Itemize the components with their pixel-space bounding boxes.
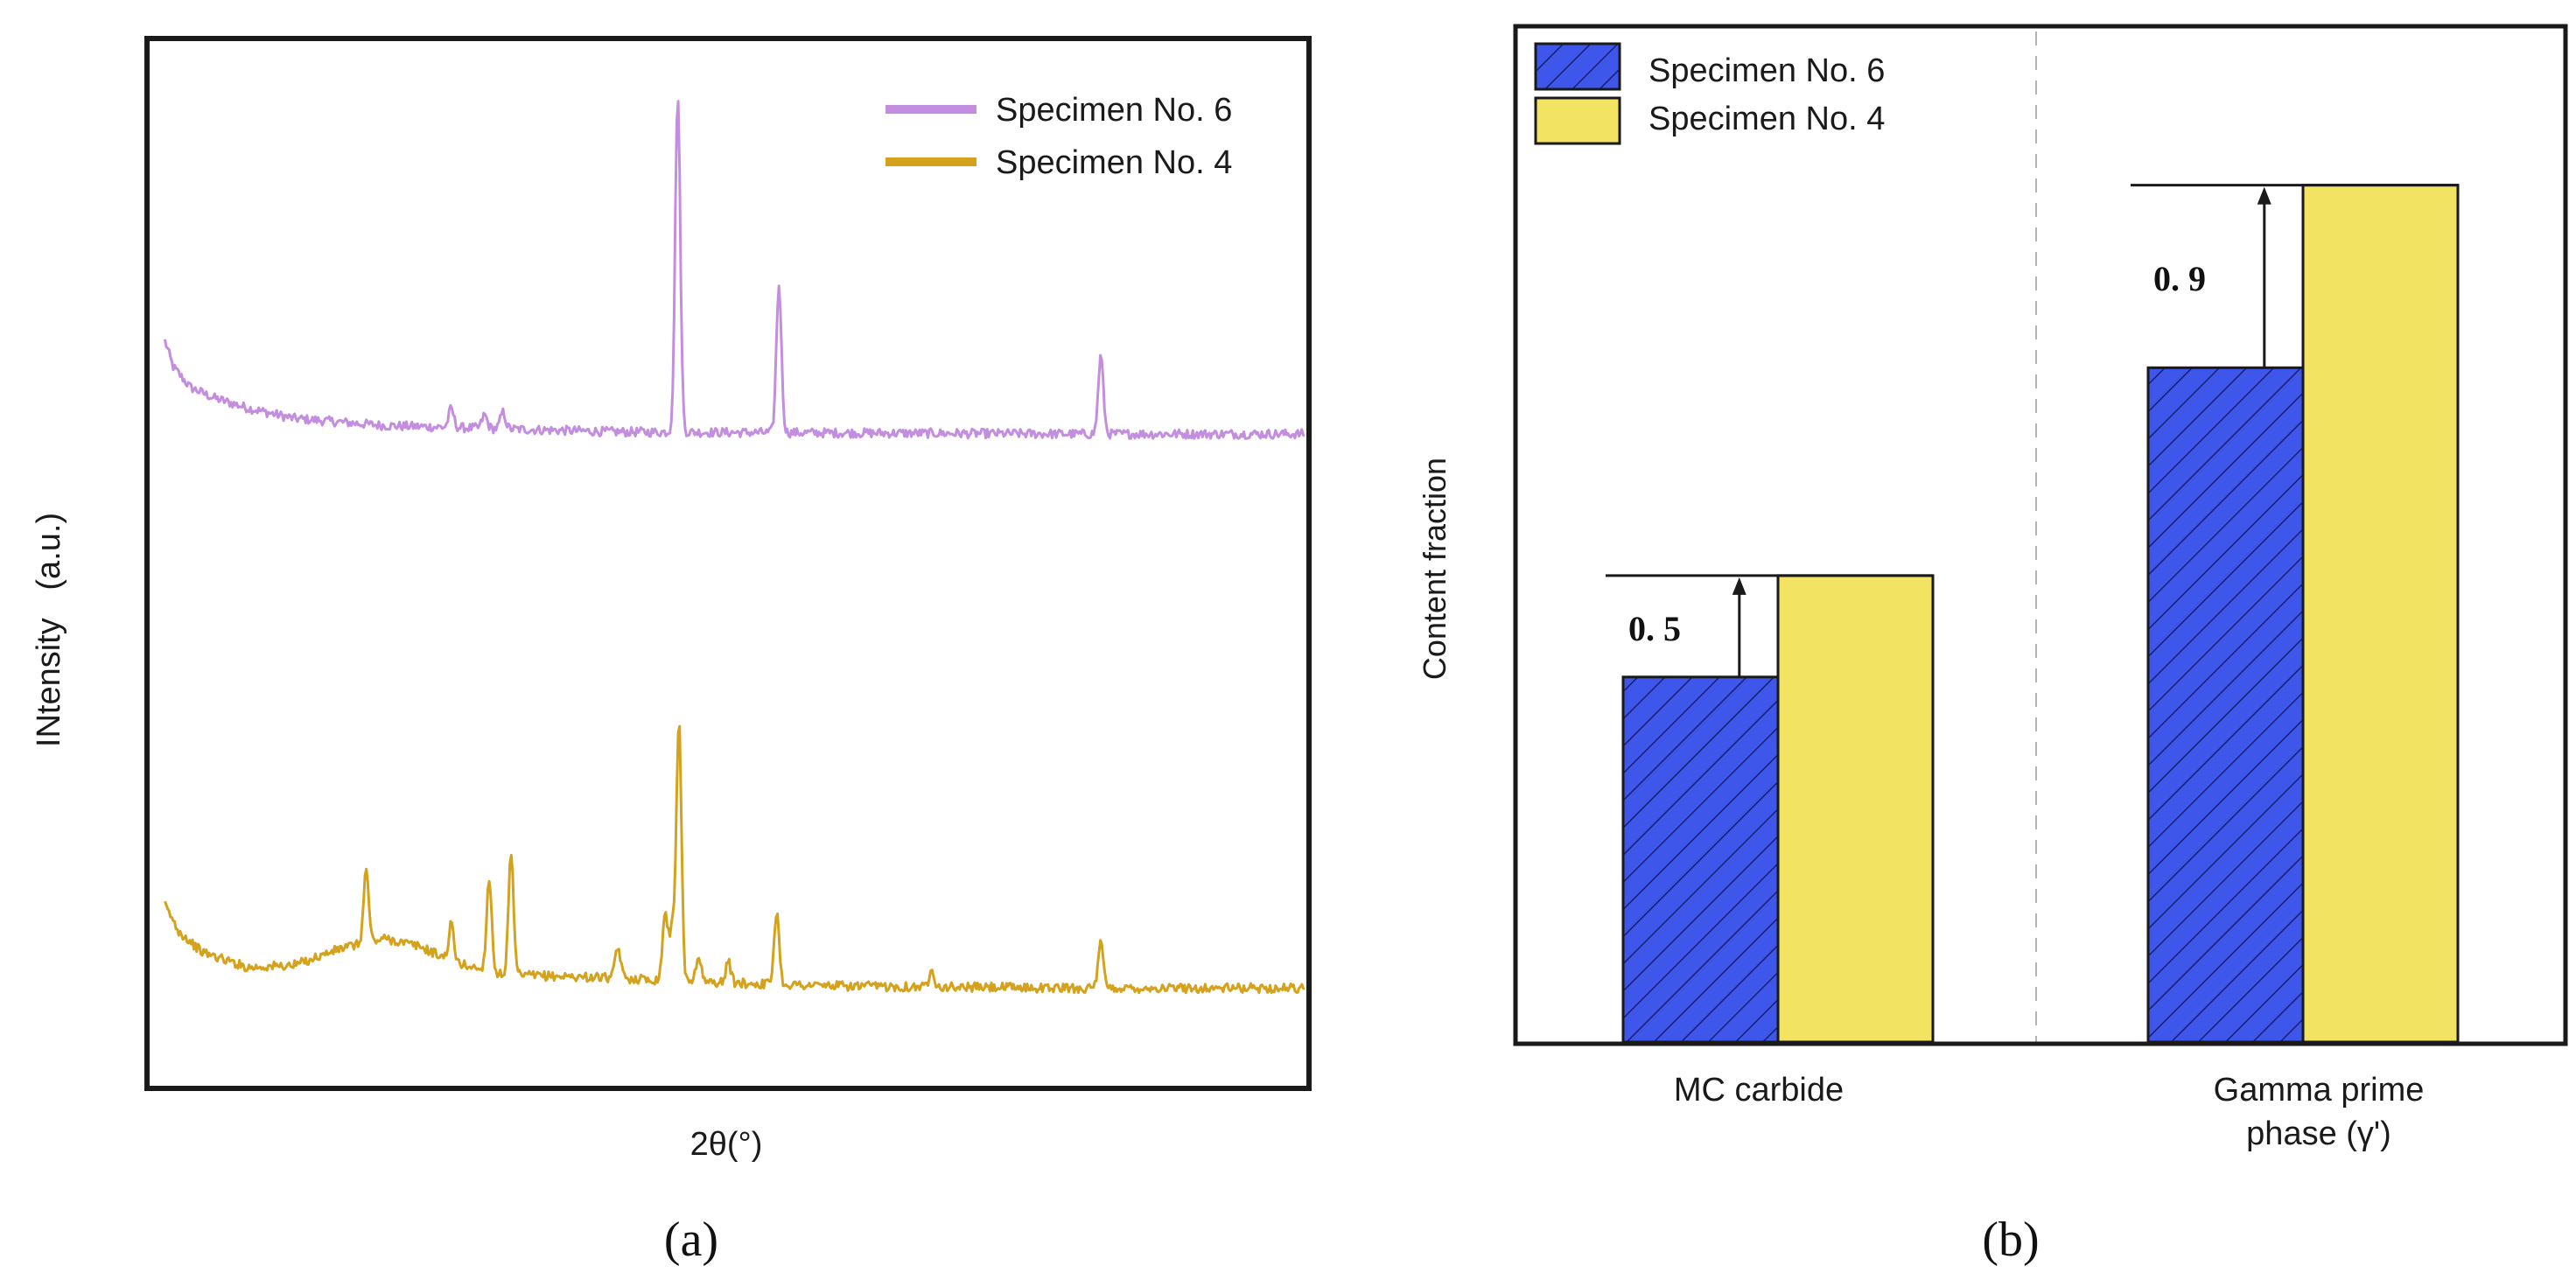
panel-a-y-axis-label: INtensity (a.u.) bbox=[31, 513, 67, 747]
panel-b-category-label-gamma-prime-line1: Gamma prime bbox=[2214, 1072, 2425, 1109]
panel-b-category-label-gamma-prime-line2: phase (γ') bbox=[2246, 1116, 2391, 1152]
bar-gamma-prime-phase-specimen-4 bbox=[2301, 184, 2460, 1044]
bar-mc-carbide-specimen-6 bbox=[1621, 675, 1780, 1044]
legend-a-label-specimen-4: Specimen No. 4 bbox=[996, 144, 1232, 181]
panel-a-legend: Specimen No. 6 Specimen No. 4 bbox=[886, 92, 1232, 181]
panel-a-caption: (a) bbox=[664, 1213, 718, 1267]
legend-b-label-specimen-4: Specimen No. 4 bbox=[1648, 101, 1885, 137]
panel-b-plot-frame bbox=[1513, 24, 2568, 1046]
legend-a-label-specimen-6: Specimen No. 6 bbox=[996, 92, 1232, 129]
panel-b-caption: (b) bbox=[1982, 1213, 2039, 1267]
legend-b-label-specimen-6: Specimen No. 6 bbox=[1648, 52, 1885, 89]
difference-arrow-head-mc-carbide bbox=[1732, 577, 1746, 595]
panel-a-x-axis-label: 2θ(°) bbox=[690, 1126, 763, 1163]
panel-b: 0. 5 0. 9 Specimen No. 6 Specimen No. 4 C… bbox=[1417, 24, 2568, 1267]
bar-gamma-prime-phase-specimen-6 bbox=[2146, 366, 2305, 1044]
legend-b-swatch-specimen-6 bbox=[1534, 42, 1621, 91]
difference-arrow-head-gamma-prime-phase bbox=[2257, 186, 2272, 205]
difference-label-mc-carbide: 0. 5 bbox=[1628, 609, 1681, 648]
difference-label-gamma-prime-phase: 0. 9 bbox=[2153, 259, 2206, 298]
panel-b-category-label-mc-carbide: MC carbide bbox=[1674, 1072, 1844, 1109]
panel-a-plot-frame bbox=[144, 36, 1312, 1091]
panel-b-y-axis-label: Content fraction bbox=[1417, 458, 1452, 680]
bar-mc-carbide-specimen-4 bbox=[1776, 574, 1935, 1044]
series-line-specimen-no-6 bbox=[164, 100, 1306, 440]
panel-b-legend: Specimen No. 6 Specimen No. 4 bbox=[1534, 42, 1885, 145]
legend-b-swatch-specimen-4 bbox=[1534, 96, 1621, 145]
panel-a: Specimen No. 6 Specimen No. 4 2θ(°) INte… bbox=[31, 36, 1312, 1267]
series-line-specimen-no-4 bbox=[164, 724, 1306, 995]
